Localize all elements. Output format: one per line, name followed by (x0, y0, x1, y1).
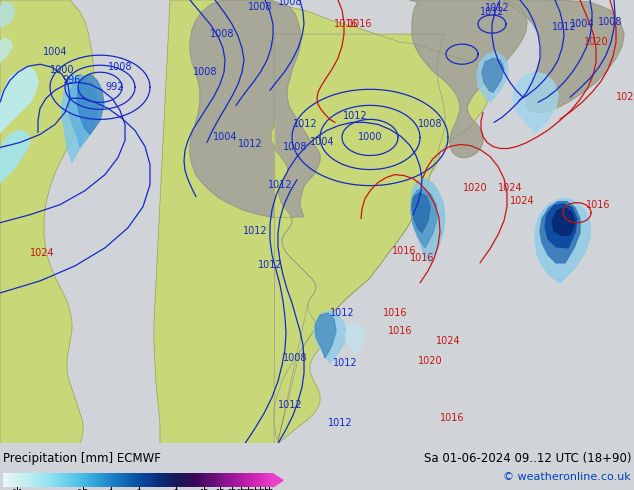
Polygon shape (0, 130, 30, 183)
Polygon shape (535, 198, 590, 283)
Text: 1024: 1024 (498, 183, 522, 193)
Text: 1016: 1016 (410, 253, 434, 263)
Polygon shape (68, 74, 98, 147)
Text: 1012: 1012 (278, 400, 302, 410)
Text: 1008: 1008 (283, 353, 307, 363)
Text: 1024: 1024 (510, 196, 534, 206)
Polygon shape (273, 474, 283, 487)
Text: 1020: 1020 (463, 183, 488, 193)
Text: 1012: 1012 (484, 3, 509, 13)
Text: 1012: 1012 (243, 226, 268, 236)
Polygon shape (271, 34, 445, 441)
Polygon shape (345, 323, 365, 353)
Polygon shape (0, 0, 94, 443)
Text: 1016: 1016 (586, 199, 611, 210)
Text: 1012: 1012 (552, 22, 576, 32)
Text: 1008: 1008 (210, 29, 234, 39)
Text: 1008: 1008 (278, 0, 302, 7)
Text: 1016: 1016 (383, 308, 407, 318)
Polygon shape (315, 313, 336, 358)
Text: © weatheronline.co.uk: © weatheronline.co.uk (503, 472, 631, 482)
Text: 1024: 1024 (30, 248, 55, 258)
Polygon shape (271, 122, 322, 443)
Text: 1016: 1016 (392, 246, 417, 256)
Text: 1004: 1004 (570, 19, 594, 29)
Text: 1016: 1016 (348, 19, 372, 29)
Text: 1000: 1000 (49, 65, 74, 75)
Text: 1016: 1016 (333, 19, 358, 29)
Polygon shape (540, 202, 580, 263)
Text: 1012: 1012 (268, 180, 292, 190)
Text: 996: 996 (63, 75, 81, 85)
Text: 1012: 1012 (333, 358, 358, 368)
Text: 1012: 1012 (330, 308, 354, 318)
Text: 1004: 1004 (310, 138, 334, 147)
Text: 1012: 1012 (480, 7, 504, 17)
Text: 1016: 1016 (388, 326, 412, 336)
Text: 1004: 1004 (42, 47, 67, 57)
Text: 1012: 1012 (257, 260, 282, 270)
Polygon shape (0, 2, 15, 27)
Text: 1024: 1024 (436, 336, 460, 346)
Text: 1008: 1008 (248, 2, 272, 12)
Text: 1020: 1020 (418, 356, 443, 366)
Polygon shape (411, 189, 437, 248)
Text: 1000: 1000 (358, 132, 382, 143)
Polygon shape (477, 52, 508, 102)
Text: 1012: 1012 (293, 120, 317, 129)
Text: 992: 992 (106, 82, 124, 92)
Polygon shape (513, 72, 558, 132)
Polygon shape (62, 74, 88, 163)
Polygon shape (314, 311, 346, 363)
Polygon shape (412, 193, 430, 233)
Text: 1008: 1008 (598, 17, 622, 27)
Polygon shape (0, 67, 38, 132)
Polygon shape (410, 0, 527, 157)
Polygon shape (190, 0, 320, 218)
Polygon shape (503, 0, 624, 112)
Text: 1008: 1008 (193, 67, 217, 77)
Polygon shape (545, 204, 577, 248)
Text: 1008: 1008 (108, 62, 133, 72)
Text: 1008: 1008 (283, 143, 307, 152)
Text: 1012: 1012 (238, 140, 262, 149)
Text: 1008: 1008 (418, 120, 443, 129)
Text: 1012: 1012 (343, 111, 367, 122)
Polygon shape (482, 58, 504, 92)
Text: 1016: 1016 (440, 414, 464, 423)
Text: Precipitation [mm] ECMWF: Precipitation [mm] ECMWF (3, 452, 161, 465)
Polygon shape (411, 178, 445, 263)
Text: 1020: 1020 (616, 92, 634, 102)
Text: Sa 01-06-2024 09..12 UTC (18+90): Sa 01-06-2024 09..12 UTC (18+90) (424, 452, 631, 465)
Polygon shape (552, 208, 575, 236)
Text: 1020: 1020 (584, 37, 608, 47)
Polygon shape (0, 38, 12, 62)
Polygon shape (154, 0, 492, 443)
Text: 1004: 1004 (213, 132, 237, 143)
Polygon shape (77, 74, 104, 134)
Text: 1012: 1012 (328, 418, 353, 428)
